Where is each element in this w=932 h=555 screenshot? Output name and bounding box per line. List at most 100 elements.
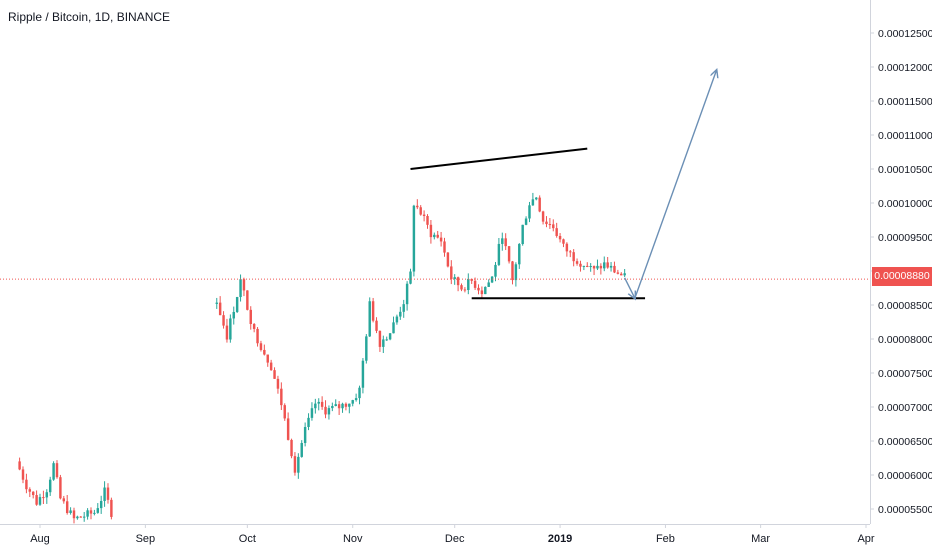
candle (31, 491, 35, 499)
candle (463, 287, 467, 293)
candle (354, 393, 358, 402)
candle (368, 297, 371, 337)
candle (300, 440, 303, 458)
candle-body (348, 403, 351, 407)
candle (422, 210, 426, 222)
candle-body (592, 266, 596, 269)
candle-body (456, 277, 460, 286)
candle-body (290, 439, 293, 457)
candle-body (575, 261, 579, 264)
chart-title: Ripple / Bitcoin, 1D, BINANCE (8, 10, 171, 24)
candle-body (467, 278, 470, 291)
candle (426, 214, 429, 229)
candle (371, 297, 375, 323)
candle (375, 317, 378, 334)
candle-body (613, 265, 616, 273)
candle (82, 512, 86, 522)
candle (582, 265, 586, 271)
candle-body (453, 277, 456, 279)
candle (541, 210, 545, 225)
candle (518, 243, 521, 269)
candle (545, 216, 548, 228)
candle (62, 495, 66, 504)
x-tick-label: Dec (445, 533, 465, 545)
candle-body (232, 311, 235, 319)
projection-down-arrow (624, 277, 635, 298)
candle (613, 261, 616, 274)
candle (603, 256, 606, 272)
candle-body (354, 398, 358, 401)
candle-body (42, 497, 45, 499)
candle-body (72, 510, 76, 519)
candle (429, 220, 433, 244)
candle-body (446, 252, 450, 267)
candle (416, 199, 419, 210)
candle (446, 252, 450, 268)
candle (524, 216, 528, 226)
candle-body (358, 387, 361, 399)
candle (586, 262, 589, 268)
candle-body (276, 378, 280, 389)
candle-body (327, 408, 331, 415)
candle (225, 318, 229, 343)
candle (528, 201, 531, 223)
y-tick-label: 0.00005500 (878, 504, 932, 516)
last-price-label: 0.00008880 (872, 267, 932, 286)
candle-body (402, 304, 405, 312)
candle (480, 286, 484, 299)
x-tick-label: Oct (239, 533, 256, 545)
y-tick-label: 0.00006000 (878, 470, 932, 482)
candle (599, 263, 603, 275)
candle-body (242, 279, 246, 291)
candle-body (218, 302, 222, 316)
candle (89, 507, 93, 520)
candle-body (38, 497, 42, 505)
candle-body (314, 403, 317, 409)
candle-body (620, 273, 623, 276)
candle (409, 268, 412, 285)
candles-layer (18, 192, 626, 524)
candle (263, 344, 266, 356)
candle (589, 263, 592, 272)
candle-body (501, 238, 504, 244)
candle (558, 233, 562, 243)
candle-body (215, 302, 218, 304)
candle-body (256, 328, 259, 344)
candle-body (552, 224, 555, 229)
candle (86, 508, 89, 520)
y-tick-label: 0.00010500 (878, 164, 932, 176)
candle-body (45, 492, 49, 498)
candle (395, 314, 399, 325)
candle-body (473, 280, 477, 288)
candle-body (76, 516, 79, 519)
candle (259, 340, 263, 352)
y-tick-label: 0.00007500 (878, 368, 932, 380)
candle (297, 453, 300, 479)
candle (99, 495, 103, 514)
y-tick-label: 0.00011500 (878, 96, 932, 108)
candle-body (283, 405, 286, 419)
candle-body (385, 339, 388, 341)
candle-body (280, 388, 283, 406)
candle (592, 265, 596, 276)
candle-body (235, 297, 239, 312)
candle (276, 375, 280, 394)
candle (303, 422, 307, 447)
candle-body (399, 311, 402, 317)
candle (569, 249, 572, 258)
candle (450, 260, 453, 285)
candle (419, 205, 422, 216)
candle (48, 476, 52, 496)
x-tick-label: Nov (343, 533, 363, 545)
candle-body (426, 215, 429, 225)
candle (436, 230, 439, 239)
candle (538, 195, 541, 213)
candle (555, 222, 558, 238)
candle (222, 311, 225, 329)
candle-body (25, 479, 28, 490)
candle (249, 306, 252, 330)
candle-body (344, 403, 348, 407)
candle-body (538, 197, 541, 212)
